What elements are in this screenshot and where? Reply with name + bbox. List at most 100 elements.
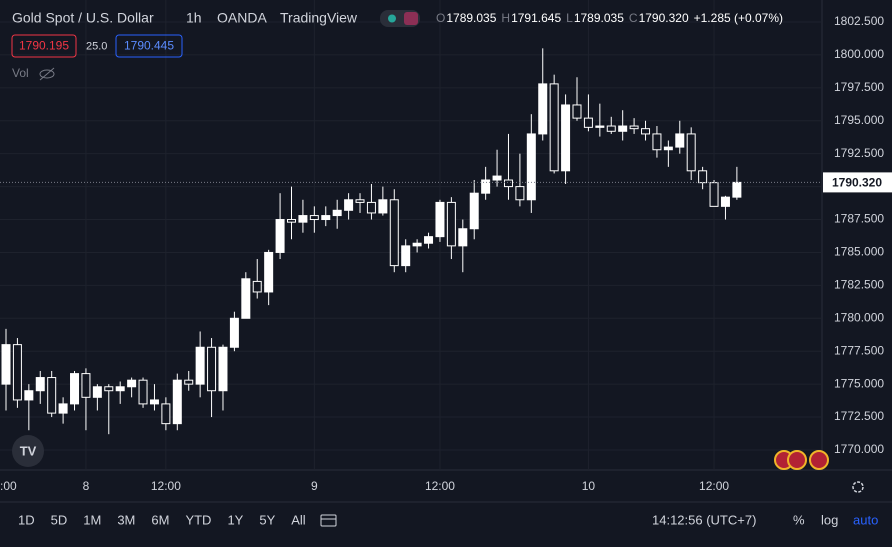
range-button[interactable]: 5Y [259, 512, 275, 527]
candle-body [663, 146, 673, 151]
candle-body [675, 133, 685, 148]
range-button[interactable]: 6M [151, 512, 169, 527]
candle-body [606, 125, 616, 132]
percent-toggle[interactable]: % [793, 512, 805, 527]
candle-body [12, 344, 22, 401]
candle-body [401, 245, 411, 267]
x-tick-label: 10 [582, 479, 596, 493]
candle-body [287, 219, 296, 223]
symbol: Gold Spot / U.S. Dollar [12, 10, 154, 26]
event-flags[interactable] [774, 450, 829, 470]
ohlc-change: +1.285 (+0.07%) [694, 11, 783, 25]
candle-body [720, 196, 730, 207]
candle-body [572, 104, 582, 119]
candle-body [515, 186, 525, 201]
candle-body [218, 346, 228, 392]
ohlc-value: 1789.035 [446, 11, 496, 25]
ask: 1790.445 [124, 39, 174, 53]
y-tick-label: 1780.000 [834, 310, 884, 324]
candle-body [492, 175, 502, 181]
logo[interactable] [12, 435, 44, 467]
range-button[interactable]: 5D [51, 512, 68, 527]
candle-body [595, 125, 605, 128]
candle-body [104, 386, 114, 392]
compare-icon[interactable] [320, 514, 337, 527]
candle-body [503, 179, 513, 188]
ask-box[interactable] [115, 34, 183, 58]
grid [0, 0, 822, 470]
y-tick-label: 1777.500 [834, 343, 884, 357]
candle-body [538, 83, 548, 135]
candle-body [241, 278, 251, 319]
candle-body [115, 386, 125, 392]
x-tick-label: 12:00 [425, 479, 455, 493]
hide-icon[interactable] [39, 67, 55, 81]
candle-body [161, 403, 171, 425]
candle-body [24, 390, 34, 401]
status-icon [404, 12, 418, 25]
candle-body [264, 251, 274, 293]
candle-body [35, 377, 45, 392]
source: TradingView [280, 10, 358, 26]
candle-body [366, 201, 376, 214]
y-tick-label: 1800.000 [834, 47, 884, 61]
status-dot [388, 14, 396, 23]
auto-toggle[interactable]: auto [853, 512, 878, 527]
candle-body [149, 399, 159, 405]
spread: 25.0 [86, 40, 107, 52]
candle-body [344, 199, 354, 211]
settings-icon[interactable] [852, 481, 864, 493]
candle-body [298, 215, 308, 223]
candle-body [275, 219, 285, 253]
range-button[interactable]: YTD [185, 512, 211, 527]
clock: 14:12:56 (UTC+7) [652, 512, 756, 527]
range-button[interactable]: 1M [83, 512, 101, 527]
last-price-box [823, 172, 892, 193]
range-button[interactable]: All [291, 512, 306, 527]
candle-body [618, 125, 628, 132]
candle-body [172, 379, 182, 425]
candle-body [686, 133, 696, 172]
y-tick-label: 1772.500 [834, 409, 884, 423]
candle-body [389, 199, 399, 267]
bid-box[interactable] [11, 34, 77, 58]
y-tick-label: 1797.500 [834, 80, 884, 94]
ohlc-key: O [436, 11, 445, 25]
candle-body [1, 344, 11, 385]
candle-body [709, 182, 719, 207]
x-tick-label: 9 [311, 479, 318, 493]
ohlc-legend: O 1789.035 H 1791.645 L 1789.035 C 1790.320 +1.2… [436, 11, 783, 25]
candle-body [81, 373, 91, 398]
range-button[interactable]: 1Y [227, 512, 243, 527]
y-tick-label: 1770.000 [834, 442, 884, 456]
ohlc-key: L [566, 11, 573, 25]
candle-body [629, 125, 639, 130]
range-button[interactable]: 3M [117, 512, 135, 527]
y-tick-label: 1775.000 [834, 376, 884, 390]
y-tick-label: 1782.500 [834, 278, 884, 292]
log-toggle[interactable]: log [821, 512, 838, 527]
candle-body [92, 386, 102, 398]
candle-body [252, 280, 262, 293]
candle-body [70, 373, 80, 405]
x-tick-label: :00 [0, 479, 17, 493]
candle-body [138, 379, 148, 405]
x-tick-label: 12:00 [151, 479, 181, 493]
candle-body [424, 236, 434, 244]
candle-body [435, 201, 445, 238]
bid: 1790.195 [19, 39, 69, 53]
candle-body [549, 83, 559, 172]
y-tick-label: 1795.000 [834, 113, 884, 127]
candle-body [355, 199, 365, 203]
candle-body [47, 377, 57, 414]
candle-body [698, 170, 708, 184]
candle-body [652, 133, 662, 151]
candle-body [207, 346, 217, 392]
candle-body [732, 181, 742, 198]
candle-body [526, 133, 536, 201]
broker: OANDA [217, 10, 267, 26]
candle-body [412, 242, 422, 247]
range-button[interactable]: 1D [18, 512, 35, 527]
x-tick-label: 8 [83, 479, 90, 493]
